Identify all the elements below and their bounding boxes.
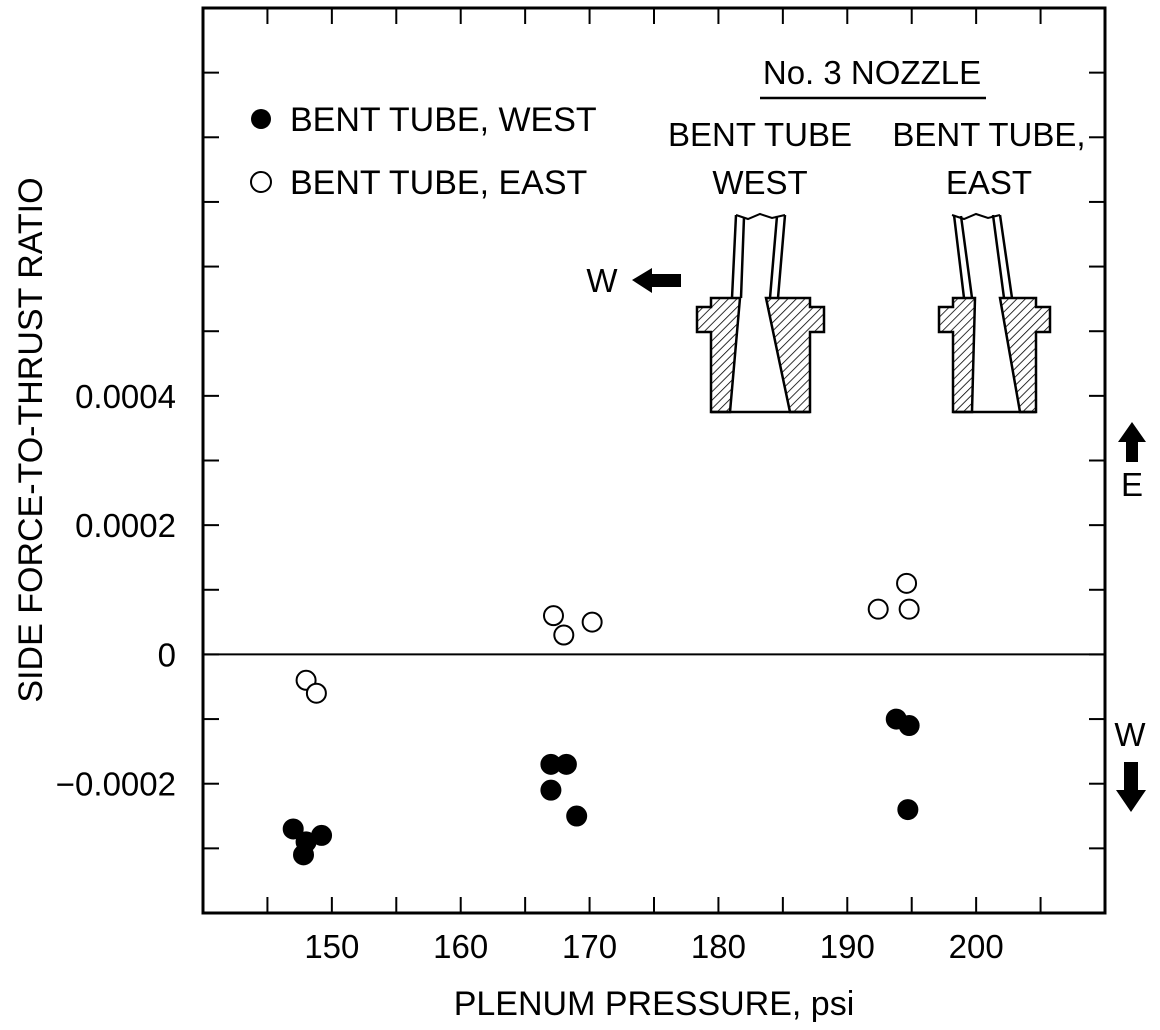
legend-label-east: BENT TUBE, EAST [290,164,587,202]
x-axis-title: PLENUM PRESSURE, psi [454,985,855,1023]
x-tick-label: 190 [820,928,875,965]
y-tick-label: 0.0004 [75,378,176,415]
x-tick-label: 160 [433,928,488,965]
up-arrow-icon [1118,422,1146,462]
x-tick-label: 200 [949,928,1004,965]
west-arrow-icon [632,268,681,293]
legend-marker-west [251,109,271,129]
y-tick-label: 0.0002 [75,507,176,544]
data-points [282,572,920,866]
side-direction-indicators: E W [1114,422,1146,812]
legend: BENT TUBE, WEST BENT TUBE, EAST [250,101,597,202]
data-point-east [581,611,603,633]
x-tick-label: 180 [691,928,746,965]
data-point-east [542,605,564,627]
data-point-east [305,682,327,704]
data-point-west [555,753,577,775]
data-point-west [898,715,920,737]
y-axis-title: SIDE FORCE-TO-THRUST RATIO [12,177,50,702]
data-point-west [282,818,304,840]
data-point-west [311,824,333,846]
x-tick-label: 150 [304,928,359,965]
y-tick-label: −0.0002 [56,766,176,803]
data-point-east [553,624,575,646]
legend-label-west: BENT TUBE, WEST [290,101,597,139]
west-nozzle-drawing [695,212,826,414]
x-axis-ticks: 150 160 170 180 190 200 [266,8,1042,965]
data-point-east [867,598,889,620]
y-axis-ticks: 0.0004 0.0002 0 −0.0002 [56,71,1105,850]
nozzle-inset: No. 3 NOZZLE BENT TUBE WEST BENT TUBE, E… [586,54,1086,414]
side-label-up: E [1121,466,1143,503]
side-label-down: W [1114,716,1146,753]
data-point-east [896,572,918,594]
data-point-west [566,805,588,827]
inset-east-label-line2: EAST [946,164,1032,201]
down-arrow-icon [1116,762,1146,812]
inset-west-label-line2: WEST [712,164,807,201]
y-tick-label: 0 [158,636,176,673]
data-point-west [897,799,919,821]
x-tick-label: 170 [562,928,617,965]
data-point-east [898,598,920,620]
data-point-west [293,844,315,866]
inset-arrow-label: W [586,262,618,299]
inset-west-label-line1: BENT TUBE [668,116,852,153]
inset-title: No. 3 NOZZLE [763,54,981,91]
legend-marker-east [250,171,272,193]
inset-east-label-line1: BENT TUBE, [892,116,1085,153]
east-nozzle-drawing [937,212,1052,414]
data-point-west [540,779,562,801]
